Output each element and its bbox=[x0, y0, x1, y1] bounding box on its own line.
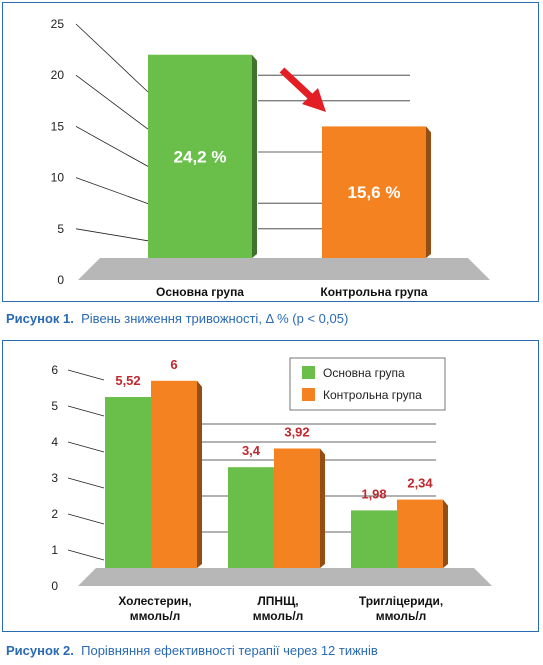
arrow-icon bbox=[302, 88, 326, 112]
category-label: ммоль/л bbox=[253, 609, 304, 623]
y-tick-label: 5 bbox=[57, 222, 64, 236]
bar-value-label: 3,92 bbox=[284, 424, 309, 439]
legend-label: Контрольна група bbox=[323, 388, 422, 402]
y-tick-label: 0 bbox=[57, 273, 64, 287]
bar-control-2 bbox=[397, 499, 443, 568]
bar-control-0-side bbox=[197, 380, 202, 568]
gridline-diagonal bbox=[67, 369, 105, 381]
bar-value-label: 3,4 bbox=[242, 443, 261, 458]
bar-value-label: 15,6 % bbox=[348, 183, 401, 202]
gridline-diagonal bbox=[75, 177, 149, 204]
figure-1-caption-text: Рівень зниження тривожності, Δ % (р < 0,… bbox=[81, 311, 349, 326]
y-tick-label: 4 bbox=[51, 435, 58, 449]
bar-control-1-side bbox=[320, 448, 325, 568]
bar-control-0 bbox=[151, 380, 197, 568]
chart-1-anxiety-reduction: 0 5 10 15 20 25 24,2 % Основна група 15,6 % Контр… bbox=[51, 17, 490, 299]
category-label: Холестерин, bbox=[118, 594, 191, 608]
bar-value-label: 6 bbox=[170, 357, 177, 372]
bar-main-group-side bbox=[252, 54, 257, 258]
figure-2-caption: Рисунок 2. Порівняння ефективності терап… bbox=[6, 643, 378, 658]
bar-main-group bbox=[148, 54, 252, 258]
gridline-diagonal bbox=[67, 405, 105, 417]
chart-2-therapy-comparison: 01234565,526Холестерин,ммоль/л3,43,92ЛПН… bbox=[51, 357, 492, 623]
category-label: ммоль/л bbox=[130, 609, 181, 623]
figure-2-caption-text: Порівняння ефективності терапії через 12… bbox=[81, 643, 378, 658]
bar-main-0 bbox=[105, 397, 151, 568]
y-tick-label: 20 bbox=[51, 68, 65, 82]
y-tick-label: 0 bbox=[51, 579, 58, 593]
bar-main-1 bbox=[228, 467, 274, 568]
y-tick-label: 2 bbox=[51, 507, 58, 521]
chart-floor bbox=[78, 568, 492, 586]
figure-1-caption-label: Рисунок 1. bbox=[6, 311, 74, 326]
y-tick-label: 1 bbox=[51, 543, 58, 557]
gridline-diagonal bbox=[67, 477, 105, 489]
gridline-diagonal bbox=[67, 549, 105, 561]
chart-floor bbox=[78, 258, 490, 280]
y-tick-label: 5 bbox=[51, 399, 58, 413]
figure-1-caption: Рисунок 1. Рівень зниження тривожності, … bbox=[6, 311, 348, 326]
arrow-shaft bbox=[279, 67, 315, 101]
figure-2-caption-label: Рисунок 2. bbox=[6, 643, 74, 658]
legend-swatch bbox=[302, 366, 315, 379]
y-tick-label: 15 bbox=[51, 119, 65, 133]
gridline-diagonal bbox=[75, 228, 149, 242]
gridline-diagonal bbox=[75, 23, 149, 93]
category-label: Контрольна група bbox=[320, 285, 427, 299]
bar-value-label: 1,98 bbox=[361, 486, 386, 501]
category-label: Тригліцериди, bbox=[359, 594, 443, 608]
bar-value-label: 24,2 % bbox=[174, 147, 227, 166]
legend-swatch bbox=[302, 388, 315, 401]
y-tick-label: 3 bbox=[51, 471, 58, 485]
legend-label: Основна група bbox=[323, 366, 405, 380]
category-label: ммоль/л bbox=[376, 609, 427, 623]
gridline-diagonal bbox=[67, 513, 105, 525]
category-label: ЛПНЩ, bbox=[257, 594, 298, 608]
y-tick-label: 25 bbox=[51, 17, 65, 31]
bar-value-label: 5,52 bbox=[115, 373, 140, 388]
bar-control-group-side bbox=[426, 126, 431, 259]
category-label: Основна група bbox=[156, 285, 244, 299]
y-tick-label: 6 bbox=[51, 363, 58, 377]
bar-control-group bbox=[322, 126, 426, 259]
bar-value-label: 2,34 bbox=[407, 476, 433, 491]
gridline-diagonal bbox=[75, 74, 149, 130]
gridline-diagonal bbox=[75, 126, 149, 167]
bar-control-2-side bbox=[443, 499, 448, 568]
y-tick-label: 10 bbox=[51, 171, 65, 185]
gridline-diagonal bbox=[67, 441, 105, 453]
bar-main-2 bbox=[351, 510, 397, 568]
legend-box bbox=[289, 357, 446, 411]
bar-control-1 bbox=[274, 448, 320, 568]
